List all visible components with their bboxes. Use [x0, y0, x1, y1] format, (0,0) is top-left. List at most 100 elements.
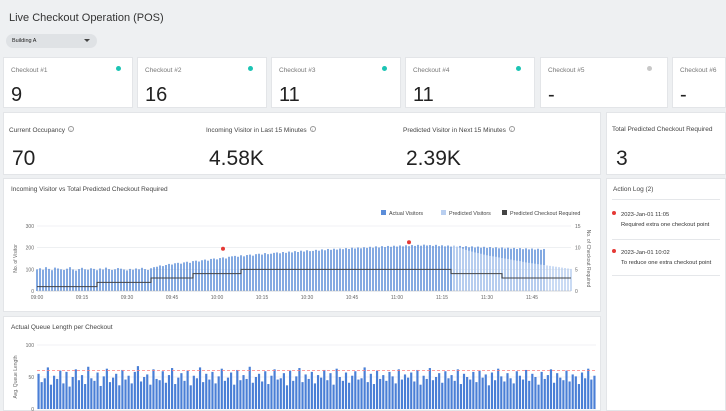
actual-visitor-bar	[447, 245, 449, 291]
checkout-card-1[interactable]: Checkout #1 9	[3, 57, 133, 108]
predicted-visitor-bar	[570, 268, 572, 291]
alert-marker	[221, 246, 225, 251]
queue-length-bar	[155, 378, 158, 409]
queue-length-bar	[37, 373, 40, 409]
log-entry[interactable]: 2023-Jan-01 10:02 To reduce one extra ch…	[612, 249, 711, 266]
queue-length-bar	[515, 371, 518, 409]
predicted-visitor-bar	[465, 249, 467, 291]
metrics-panel: Current Occupancy i 70 Incoming Visitor i…	[3, 112, 601, 175]
queue-length-bar	[174, 384, 177, 409]
actual-visitor-bar	[117, 268, 119, 291]
queue-length-bar	[270, 375, 273, 409]
queue-length-bar	[375, 370, 379, 409]
actual-visitor-bar	[111, 269, 113, 291]
queue-length-bar	[509, 378, 512, 409]
queue-length-bar	[584, 378, 587, 409]
predicted-visitor-bar	[471, 251, 473, 291]
actual-visitor-bar	[297, 252, 299, 291]
actual-visitor-bar	[444, 246, 446, 291]
queue-length-bar	[344, 372, 348, 409]
checkout-required-line	[37, 268, 571, 288]
actual-visitor-bar	[438, 246, 440, 291]
actual-visitor-bar	[180, 263, 182, 291]
queue-length-bar	[341, 380, 344, 409]
checkout-card-6[interactable]: Checkout #6 -	[672, 57, 726, 108]
actual-visitor-bar	[426, 245, 428, 291]
queue-length-bar	[391, 376, 394, 409]
queue-length-bar	[295, 376, 298, 409]
x-tick-label: 11:00	[391, 295, 403, 301]
actual-visitor-bar	[429, 245, 431, 291]
queue-length-bar	[304, 374, 307, 409]
status-dot-icon	[516, 66, 521, 71]
alert-marker	[407, 240, 411, 245]
queue-length-bar	[329, 373, 332, 409]
queue-length-bar	[108, 382, 112, 409]
queue-length-bar	[472, 371, 475, 409]
actual-visitor-bar	[285, 252, 287, 291]
actual-visitor-bar	[432, 245, 434, 291]
actual-visitor-bar	[315, 249, 317, 291]
actual-visitor-bar	[330, 249, 332, 291]
actual-visitor-bar	[324, 250, 326, 291]
queue-length-bar	[332, 384, 335, 409]
predicted-visitor-bar	[483, 254, 485, 291]
actual-visitor-bar	[252, 255, 254, 291]
predicted-visitor-bar	[477, 253, 479, 291]
queue-length-bar	[506, 373, 509, 409]
queue-length-bar	[276, 379, 279, 409]
actual-visitor-bar	[51, 270, 53, 291]
checkout-card-5[interactable]: Checkout #5 -	[540, 57, 668, 108]
actual-visitor-bar	[423, 244, 425, 291]
metric-incoming-label: Incoming Visitor in Last 15 Minutes i	[206, 126, 316, 134]
queue-length-bar	[124, 379, 127, 409]
predicted-visitor-bar	[459, 247, 461, 291]
log-message: To reduce one extra checkout point	[621, 260, 712, 266]
actual-visitor-bar	[195, 260, 197, 291]
actual-visitor-bar	[273, 252, 275, 291]
building-select-value: Building A	[12, 38, 37, 44]
predicted-visitor-bar	[510, 259, 512, 291]
queue-length-bar	[192, 375, 195, 409]
predicted-visitor-bar	[468, 250, 470, 291]
metric-occupancy-value: 70	[12, 147, 36, 170]
queue-length-bar	[475, 382, 478, 409]
queue-length-bar	[562, 380, 565, 409]
queue-length-bar	[87, 366, 90, 409]
queue-length-bar	[43, 378, 46, 409]
legend-label: Predicted Checkout Required	[510, 211, 580, 217]
queue-length-bar	[223, 380, 226, 409]
queue-length-bar	[521, 379, 525, 409]
actual-visitor-bar	[270, 253, 272, 291]
queue-length-bar	[80, 375, 84, 409]
checkout-label: Checkout #4	[413, 67, 450, 74]
checkout-card-4[interactable]: Checkout #4 11	[405, 57, 535, 108]
queue-length-bar	[537, 384, 540, 409]
info-icon[interactable]: i	[68, 126, 74, 132]
predicted-visitor-bar	[534, 263, 536, 291]
actual-visitor-bar	[183, 262, 185, 291]
log-entry[interactable]: 2023-Jan-01 11:05 Required extra one che…	[612, 211, 709, 228]
queue-length-bar	[354, 371, 357, 409]
queue-length-bar	[177, 377, 180, 409]
checkout-card-2[interactable]: Checkout #2 16	[137, 57, 267, 108]
info-icon[interactable]: i	[309, 126, 316, 132]
queue-length-bar	[257, 373, 261, 409]
actual-visitor-bar	[405, 245, 407, 291]
info-icon[interactable]: i	[508, 126, 515, 132]
queue-length-bar	[261, 381, 264, 409]
predicted-visitor-bar	[564, 268, 566, 291]
queue-length-bar	[111, 377, 115, 409]
predicted-visitor-bar	[558, 267, 560, 291]
checkout-label: Checkout #6	[680, 67, 717, 74]
actual-visitor-bar	[96, 270, 98, 291]
queue-length-bar	[363, 367, 366, 409]
actual-visitor-bar	[276, 252, 278, 291]
checkout-card-3[interactable]: Checkout #3 11	[271, 57, 401, 108]
building-select[interactable]: Building A	[6, 34, 97, 48]
predicted-visitor-bar	[513, 260, 515, 291]
queue-length-bar	[335, 368, 338, 409]
y-tick-label: 200	[26, 246, 35, 252]
queue-length-bar	[453, 380, 456, 409]
y2-tick-label: 10	[575, 246, 581, 252]
